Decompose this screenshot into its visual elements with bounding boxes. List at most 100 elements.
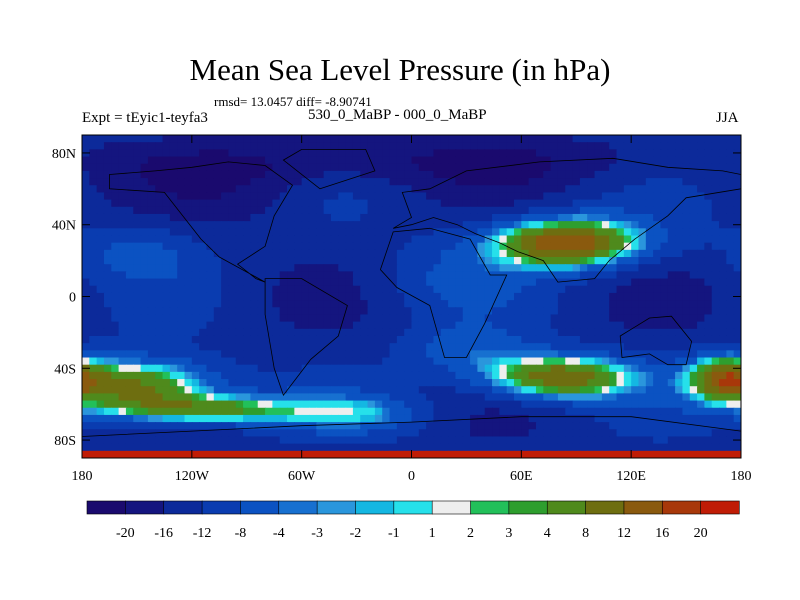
field-cell: [191, 242, 200, 251]
field-cell: [616, 393, 625, 402]
field-cell: [191, 307, 200, 316]
field-cell: [631, 206, 640, 215]
field-cell: [279, 185, 288, 194]
field-cell: [118, 257, 127, 265]
field-cell: [199, 228, 208, 237]
field-cell: [565, 436, 574, 445]
field-cell: [294, 192, 303, 201]
field-cell: [382, 393, 391, 402]
field-cell: [338, 393, 347, 402]
field-cell: [301, 135, 310, 143]
field-cell: [177, 429, 186, 438]
field-cell: [433, 235, 442, 244]
field-cell: [675, 271, 684, 280]
field-cell: [514, 228, 522, 237]
field-cell: [330, 429, 339, 438]
field-cell: [440, 285, 449, 294]
field-cell: [609, 436, 618, 445]
field-cell: [528, 192, 537, 201]
field-cell: [433, 414, 442, 423]
field-cell: [308, 300, 317, 308]
field-cell: [250, 393, 259, 402]
field-cell: [338, 228, 347, 237]
field-cell: [477, 292, 486, 301]
field-cell: [506, 199, 515, 208]
field-cell: [455, 350, 464, 359]
field-cell: [360, 242, 369, 251]
field-cell: [557, 257, 566, 265]
field-cell: [82, 257, 90, 265]
field-cell: [697, 285, 705, 294]
field-cell: [484, 156, 493, 165]
field-cell: [697, 278, 705, 287]
field-cell: [528, 185, 537, 194]
field-cell: [499, 350, 508, 359]
field-cell: [572, 135, 581, 143]
field-cell: [235, 285, 244, 294]
field-cell: [162, 364, 171, 373]
field-cell: [147, 307, 156, 316]
field-cell: [235, 407, 244, 416]
field-cell: [448, 292, 457, 301]
field-cell: [609, 400, 618, 409]
field-cell: [557, 199, 566, 208]
field-cell: [689, 206, 698, 215]
field-cell: [199, 285, 208, 294]
field-cell: [279, 307, 288, 316]
field-cell: [667, 364, 676, 373]
field-cell: [594, 257, 603, 265]
field-cell: [550, 307, 559, 316]
field-cell: [345, 170, 354, 179]
colorbar-swatch: [355, 500, 395, 515]
field-cell: [235, 343, 244, 351]
field-cell: [169, 163, 178, 172]
field-cell: [250, 271, 259, 280]
field-cell: [418, 400, 427, 409]
field-cell: [660, 407, 669, 416]
field-cell: [199, 429, 208, 438]
field-cell: [352, 156, 361, 165]
field-cell: [272, 242, 281, 251]
field-cell: [660, 307, 669, 316]
field-cell: [557, 192, 566, 201]
field-cell: [279, 242, 288, 251]
field-cell: [250, 314, 259, 323]
field-cell: [360, 379, 369, 387]
field-cell: [675, 371, 684, 380]
field-cell: [177, 192, 186, 201]
field-cell: [177, 343, 186, 351]
field-cell: [316, 264, 325, 272]
field-cell: [111, 235, 120, 244]
field-cell: [330, 206, 339, 215]
field-cell: [287, 335, 295, 344]
field-cell: [499, 242, 508, 251]
field-cell: [448, 386, 457, 394]
field-cell: [543, 321, 552, 330]
field-cell: [514, 285, 522, 294]
field-cell: [243, 149, 252, 158]
field-cell: [272, 443, 281, 452]
field-cell: [433, 185, 442, 194]
field-cell: [125, 335, 134, 344]
field-cell: [565, 249, 574, 258]
field-cell: [184, 379, 193, 387]
field-cell: [235, 163, 244, 172]
field-cell: [323, 228, 332, 237]
field-cell: [704, 335, 713, 344]
field-cell: [484, 199, 493, 208]
field-cell: [140, 178, 149, 186]
field-cell: [125, 149, 134, 158]
field-cell: [162, 436, 171, 445]
field-cell: [360, 149, 369, 158]
field-cell: [660, 185, 669, 194]
field-cell: [719, 192, 727, 201]
field-cell: [535, 163, 544, 172]
field-cell: [279, 414, 288, 423]
field-cell: [213, 163, 222, 172]
field-cell: [82, 371, 90, 380]
field-cell: [345, 357, 354, 366]
field-cell: [557, 264, 566, 272]
field-cell: [609, 271, 618, 280]
field-cell: [733, 285, 741, 294]
field-cell: [118, 343, 127, 351]
